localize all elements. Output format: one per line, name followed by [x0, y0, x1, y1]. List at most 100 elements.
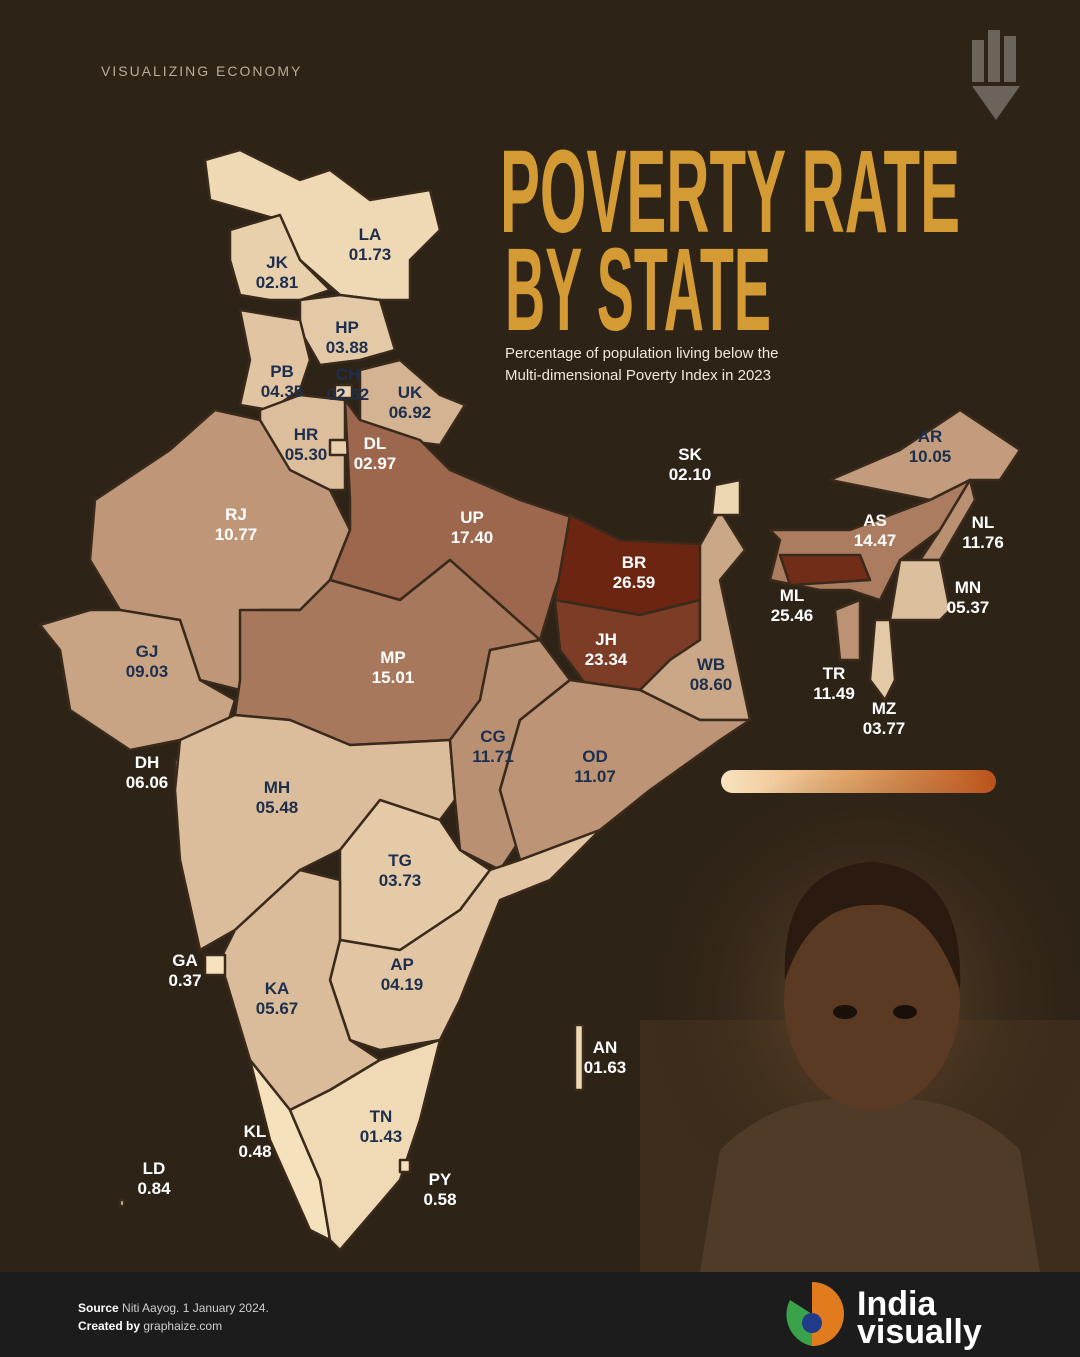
state-value: 03.77: [863, 719, 906, 738]
state-value: 05.37: [947, 598, 990, 617]
state-value: 03.73: [379, 871, 422, 890]
state: [710, 478, 742, 517]
map: [38, 148, 1022, 1252]
state-code: MZ: [872, 699, 897, 718]
state-value: 0.84: [137, 1179, 171, 1198]
state-code: UK: [398, 383, 423, 402]
state-value: 26.59: [613, 573, 656, 592]
state-code: JH: [595, 630, 617, 649]
state-code: KA: [265, 979, 290, 998]
brand-logo: [786, 1282, 844, 1346]
state: [918, 478, 977, 562]
state-code: RJ: [225, 505, 247, 524]
logo-icon: [972, 30, 1020, 120]
state-value: 04.19: [381, 975, 424, 994]
state: [118, 1198, 126, 1208]
state-code: CH: [336, 365, 361, 384]
state-code: PB: [270, 362, 294, 381]
state-code: JK: [266, 253, 288, 272]
state-code: MN: [955, 578, 981, 597]
state-code: TG: [388, 851, 412, 870]
subtitle-line: Multi-dimensional Poverty Index in 2023: [505, 367, 771, 384]
state-code: MP: [380, 648, 406, 667]
created: graphaize.com: [143, 1319, 222, 1333]
brand-line: India: [857, 1285, 937, 1323]
state: [573, 1023, 585, 1092]
state-value: 0.48: [238, 1142, 271, 1161]
footer-text: Source Niti Aayog. 1 January 2024.: [78, 1301, 269, 1315]
state: [498, 678, 752, 862]
state-value: 0.37: [168, 971, 201, 990]
state-value: 25.46: [771, 606, 814, 625]
state: [778, 553, 872, 587]
state: [398, 1158, 412, 1174]
state: [328, 438, 350, 457]
state-value: 11.76: [962, 533, 1004, 552]
state-value: 08.60: [690, 675, 733, 694]
state: [288, 1038, 442, 1252]
state-code: AS: [863, 511, 887, 530]
source-label: Source: [78, 1301, 119, 1315]
state-code: UP: [460, 508, 484, 527]
state-code: BR: [622, 553, 647, 572]
source: Niti Aayog. 1 January 2024.: [122, 1301, 269, 1315]
state-code: NL: [972, 513, 995, 532]
state: [833, 598, 862, 662]
state-code: DL: [364, 434, 387, 453]
state: [328, 398, 582, 642]
state-value: 02.62: [327, 385, 370, 404]
state: [888, 558, 952, 622]
title-line: POVERTY RATE: [500, 126, 960, 258]
state-value: 06.92: [389, 403, 432, 422]
state-code: AR: [918, 427, 943, 446]
state-value: 04.35: [261, 382, 304, 401]
state-code: LD: [143, 1159, 166, 1178]
state-code: TN: [370, 1107, 393, 1126]
state-code: AP: [390, 955, 414, 974]
photo: [640, 760, 1080, 1272]
state-code: TR: [823, 664, 846, 683]
state: [328, 828, 602, 1052]
state: [218, 868, 382, 1112]
created-label: Created by: [78, 1319, 140, 1333]
state-code: SK: [678, 445, 702, 464]
brand-line: visually: [857, 1313, 982, 1351]
state: [203, 953, 227, 977]
state-value: 03.88: [326, 338, 369, 357]
kicker: VISUALIZING ECONOMY: [101, 63, 302, 79]
state-code: OD: [582, 747, 608, 766]
state-value: 23.34: [585, 650, 628, 669]
state: [333, 383, 354, 400]
state-value: 09.03: [126, 662, 169, 681]
state-value: 01.43: [360, 1127, 403, 1146]
state: [828, 408, 1022, 502]
state-value: 11.49: [813, 684, 855, 703]
state-code: ML: [780, 586, 805, 605]
state-value: 05.67: [256, 999, 299, 1018]
state-value: 02.97: [354, 454, 397, 473]
state-value: 05.30: [285, 445, 328, 464]
state-value: 02.81: [256, 273, 299, 292]
state-value: 11.71: [472, 747, 514, 766]
state-value: 17.40: [451, 528, 494, 547]
footer-text: Created by graphaize.com: [78, 1319, 222, 1333]
state-value: 05.48: [256, 798, 299, 817]
state-value: 02.10: [669, 465, 712, 484]
state-value: 10.77: [215, 525, 258, 544]
state-code: AN: [593, 1038, 618, 1057]
state-code: HR: [294, 425, 319, 444]
state-code: GJ: [136, 642, 159, 661]
state-code: DH: [135, 753, 160, 772]
footer-band: [0, 1272, 1080, 1357]
state-code: MH: [264, 778, 290, 797]
state-value: 11.07: [574, 767, 616, 786]
state-value: 01.73: [349, 245, 392, 264]
state-code: PY: [429, 1170, 452, 1189]
state-value: 0.58: [423, 1190, 456, 1209]
subtitle-line: Percentage of population living below th…: [505, 345, 779, 362]
state: [868, 618, 897, 702]
title-line: BY STATE: [505, 224, 771, 356]
